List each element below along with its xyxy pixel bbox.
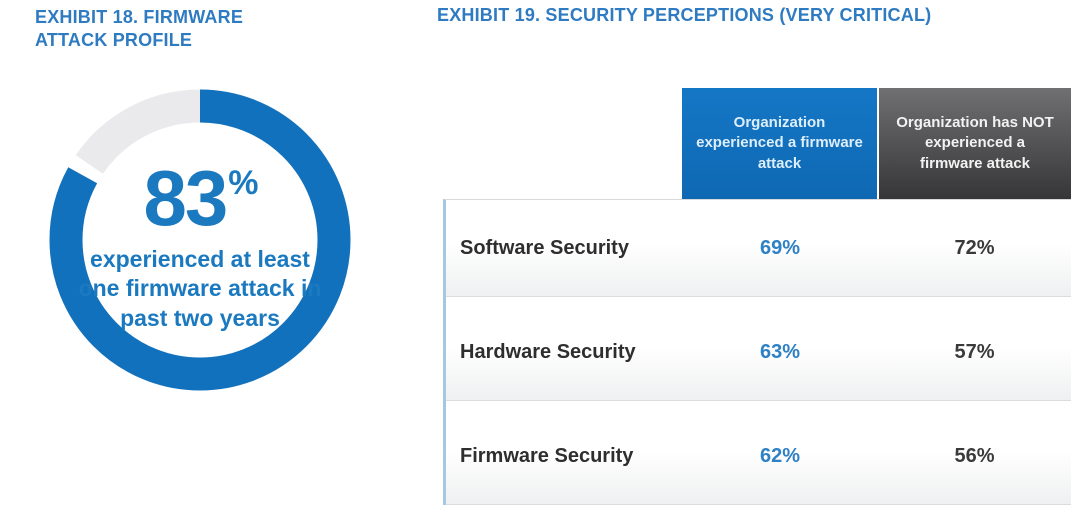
donut-caption-line-2: one firmware attack in <box>78 275 322 302</box>
column-header-not-experienced: Organization has NOT experienced a firmw… <box>879 88 1071 199</box>
donut-svg <box>49 89 351 391</box>
firmware-security-experienced-value: 62% <box>759 444 801 467</box>
donut-caption-line-3: past two years <box>120 304 280 331</box>
row-label-firmware-security: Firmware Security <box>460 444 634 467</box>
firmware-security-not-experienced-value: 56% <box>954 444 995 467</box>
security-perceptions-table: Software Security 69% 72% Hardware Secur… <box>443 199 1071 505</box>
donut-caption-line-1: experienced at least <box>90 245 310 272</box>
hardware-security-not-experienced-value: 57% <box>954 340 995 363</box>
table-row: Software Security 69% 72% <box>446 200 1071 297</box>
hardware-security-experienced-value: 63% <box>759 340 801 363</box>
donut-percent-sign: % <box>228 163 259 202</box>
donut-percent: 83% <box>144 159 259 237</box>
donut-center-text: 83% experienced at least one firmware at… <box>45 85 355 395</box>
donut-value-segment <box>49 89 351 391</box>
donut-caption: experienced at least one firmware attack… <box>79 245 322 333</box>
table-row: Firmware Security 62% 56% <box>446 408 1071 505</box>
row-label-hardware-security: Hardware Security <box>460 340 636 363</box>
donut-percent-number: 83 <box>143 153 229 242</box>
column-header-experienced: Organization experienced a firmware atta… <box>682 88 877 199</box>
exhibit19-title: EXHIBIT 19. SECURITY PERCEPTIONS (VERY C… <box>437 5 932 25</box>
software-security-experienced-value: 69% <box>759 236 801 259</box>
firmware-attack-donut-chart: 83% experienced at least one firmware at… <box>45 85 355 395</box>
table-row: Hardware Security 63% 57% <box>446 304 1071 401</box>
exhibit18-title: EXHIBIT 18. FIRMWARE ATTACK PROFILE <box>35 7 244 51</box>
row-label-software-security: Software Security <box>460 236 629 259</box>
software-security-not-experienced-value: 72% <box>954 236 995 259</box>
